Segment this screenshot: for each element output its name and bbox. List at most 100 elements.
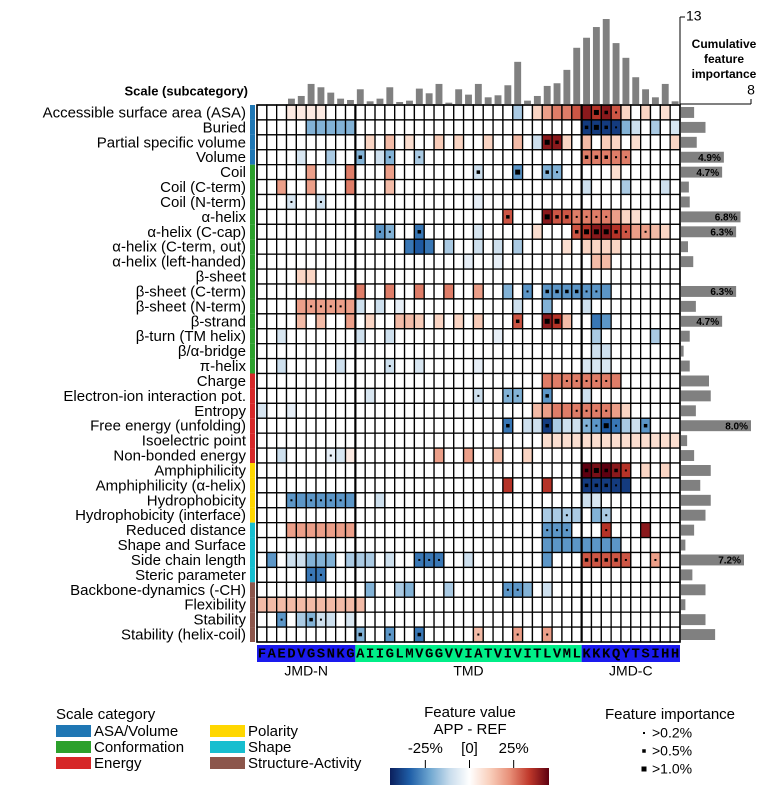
cell <box>443 611 455 628</box>
region-label: JMD-C <box>609 663 653 679</box>
residue-letter: Y <box>622 647 631 663</box>
importance-dot <box>604 558 608 562</box>
importance-dot <box>556 171 559 174</box>
cell <box>541 447 553 464</box>
cell <box>521 477 534 494</box>
residue-letter: T <box>484 647 492 663</box>
cell <box>502 268 514 285</box>
cell <box>276 372 288 390</box>
cell <box>571 328 583 345</box>
cell <box>640 492 652 509</box>
legend-label: Conformation <box>94 739 184 756</box>
cell <box>561 178 573 196</box>
cell <box>394 626 406 643</box>
row-label: α-helix (C-term, out) <box>112 239 246 256</box>
cell <box>335 432 347 449</box>
cell <box>521 149 534 166</box>
importance-bar <box>681 181 689 193</box>
importance-dot <box>545 423 549 428</box>
cell <box>305 387 317 404</box>
cell <box>295 447 307 464</box>
cell <box>649 328 661 345</box>
cell <box>354 566 366 583</box>
cell <box>335 372 347 390</box>
cell <box>531 283 543 300</box>
cell <box>600 238 612 255</box>
cell <box>305 507 317 524</box>
residue-bar <box>386 87 394 104</box>
cell <box>630 417 642 434</box>
cell <box>295 551 307 569</box>
cell <box>305 432 317 449</box>
cell <box>413 357 425 375</box>
cell <box>295 328 307 345</box>
cell <box>285 566 297 583</box>
cell <box>492 223 504 240</box>
cell <box>482 372 494 390</box>
cell <box>315 357 327 375</box>
cell <box>482 626 494 643</box>
cell <box>295 164 307 181</box>
cell <box>423 507 435 524</box>
cell <box>344 164 357 181</box>
cell <box>266 432 278 449</box>
cell <box>364 536 376 554</box>
cell <box>580 164 593 181</box>
importance-dot <box>605 514 608 517</box>
importance-dot <box>593 109 599 115</box>
cell <box>335 581 347 598</box>
cell <box>364 134 376 151</box>
cell <box>413 119 425 136</box>
cell <box>364 178 376 196</box>
importance-dot <box>310 305 313 308</box>
importance-bar <box>681 375 709 387</box>
cell <box>571 268 583 285</box>
cell <box>295 178 307 196</box>
cell <box>344 372 357 390</box>
cell <box>590 164 602 181</box>
cell <box>403 417 416 434</box>
cell <box>285 477 297 494</box>
cell <box>325 507 337 524</box>
cell <box>640 522 652 539</box>
cell <box>384 566 396 583</box>
cell <box>640 357 652 375</box>
cell <box>580 492 593 509</box>
cell <box>541 611 553 628</box>
cell <box>285 343 297 360</box>
cell <box>413 313 425 330</box>
cell <box>276 283 288 300</box>
cell <box>354 104 366 121</box>
cell <box>364 104 376 121</box>
importance-bar <box>681 345 684 357</box>
cell <box>374 298 386 315</box>
cell <box>276 149 288 166</box>
importance-dot <box>310 499 313 502</box>
cell <box>531 432 543 449</box>
cell <box>374 492 386 509</box>
cell <box>659 432 671 449</box>
cell <box>502 343 514 360</box>
cell <box>580 238 593 255</box>
residue-letter: K <box>602 647 611 663</box>
importance-dot <box>310 573 313 576</box>
cell <box>384 119 396 136</box>
cell <box>374 313 386 330</box>
cell <box>531 313 543 330</box>
cell <box>580 178 593 196</box>
cell <box>423 492 435 509</box>
cell <box>285 238 297 255</box>
cell <box>531 387 543 404</box>
cell <box>512 492 524 509</box>
cell <box>512 134 524 151</box>
cell <box>482 447 494 464</box>
cell <box>364 372 376 390</box>
residue-letter: D <box>287 647 295 663</box>
cell <box>335 477 347 494</box>
cell <box>571 447 583 464</box>
cell <box>325 149 337 166</box>
cell <box>659 223 671 240</box>
colorbar-tick-label: [0] <box>461 740 478 757</box>
cell <box>630 268 642 285</box>
